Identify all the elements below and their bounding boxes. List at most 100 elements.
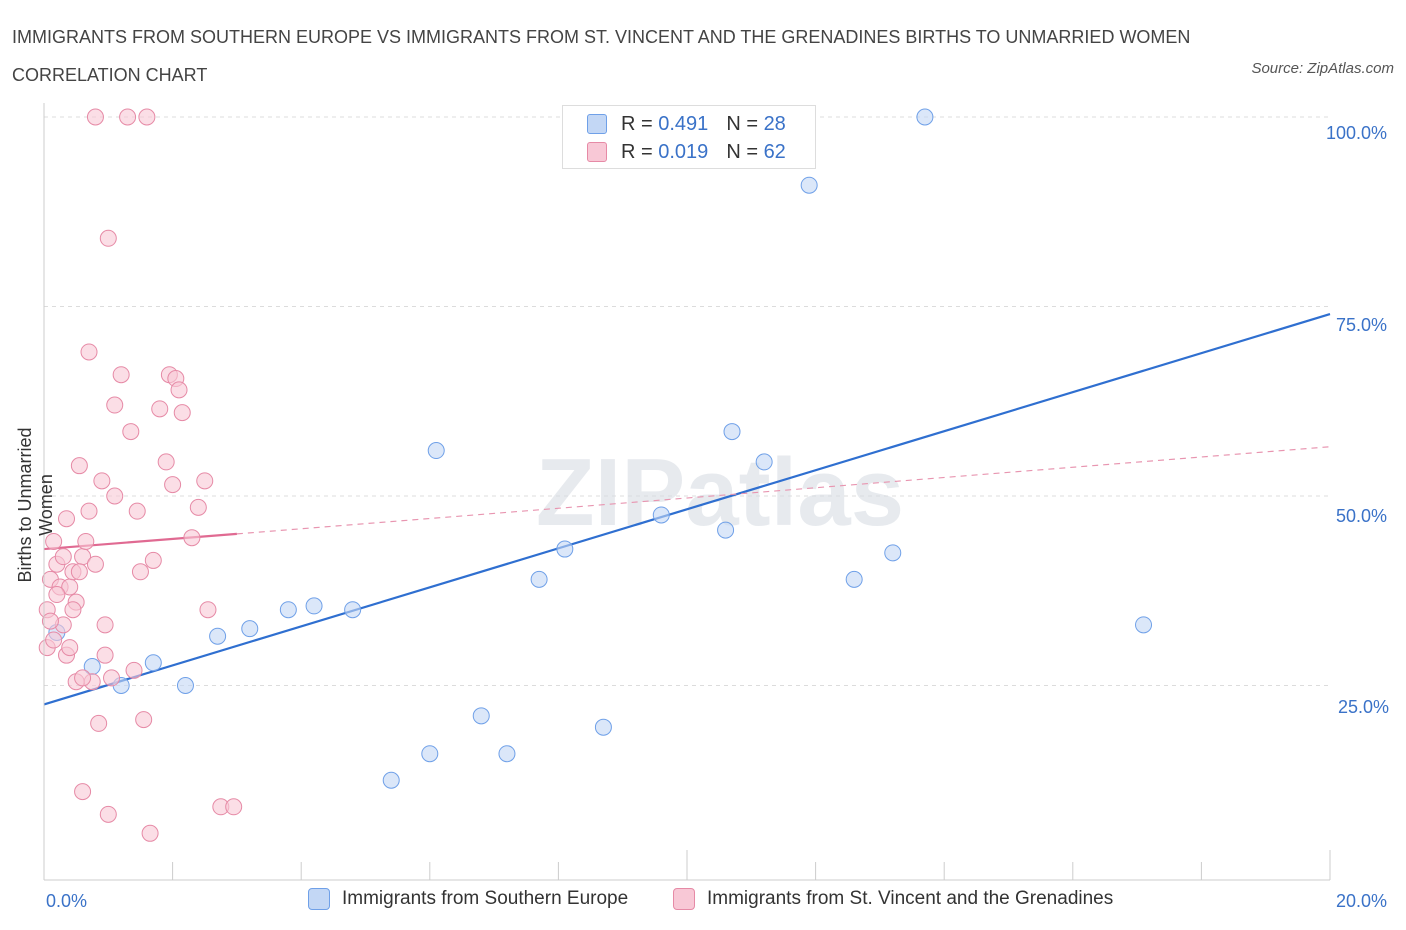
data-point — [382, 771, 400, 789]
data-point — [54, 548, 72, 566]
data-point — [717, 521, 735, 539]
data-point — [144, 551, 162, 569]
data-point — [141, 824, 159, 842]
data-point — [61, 639, 79, 657]
data-point — [176, 677, 194, 694]
legend-n-value: 28 — [763, 112, 786, 135]
data-point — [279, 601, 297, 619]
data-point — [421, 745, 439, 763]
axes-layer — [43, 103, 1331, 881]
series-legend-southern-europe: Immigrants from Southern Europe — [308, 888, 628, 910]
data-point — [173, 404, 191, 422]
stats-legend: R = 0.491 N = 28 R = 0.019 N = 62 — [562, 105, 816, 169]
y-tick-label-25: 25.0% — [1338, 697, 1390, 717]
data-point — [112, 366, 130, 384]
series-swatch-pink — [673, 888, 695, 910]
data-point — [498, 745, 516, 763]
data-point — [80, 502, 98, 520]
data-point — [119, 108, 137, 126]
data-point — [93, 472, 111, 490]
trend-line — [43, 313, 1331, 706]
series-swatch-blue — [308, 888, 330, 910]
data-point — [64, 601, 82, 619]
data-point — [164, 476, 182, 494]
x-tick-label-max: 20.0% — [1336, 891, 1388, 911]
legend-row-st-vincent: R = 0.019 N = 62 — [587, 140, 786, 164]
data-point — [128, 502, 146, 520]
data-point — [183, 529, 201, 547]
data-point — [305, 597, 323, 615]
data-point — [800, 176, 818, 194]
legend-swatch-blue — [587, 114, 607, 134]
grid-layer — [44, 116, 1330, 686]
chart-title: IMMIGRANTS FROM SOUTHERN EUROPE VS IMMIG… — [12, 27, 1191, 85]
data-point — [556, 540, 574, 558]
data-point — [90, 714, 108, 732]
data-point — [723, 423, 741, 441]
data-point — [135, 711, 153, 729]
y-tick-label-75: 75.0% — [1336, 315, 1388, 335]
data-point — [45, 532, 63, 550]
data-point — [131, 563, 149, 581]
legend-n-label: N = — [726, 112, 758, 135]
data-point — [199, 601, 217, 619]
data-point — [209, 627, 227, 645]
data-point — [70, 457, 88, 475]
data-point — [225, 798, 243, 816]
data-point — [241, 620, 259, 638]
x-tick-label-min: 0.0% — [46, 891, 88, 911]
legend-n-value: 62 — [763, 140, 786, 163]
data-point — [594, 718, 612, 736]
y-tick-label-50: 50.0% — [1336, 506, 1388, 526]
data-point — [86, 555, 104, 573]
data-point — [45, 631, 63, 649]
trend-line — [43, 532, 237, 551]
data-point — [58, 510, 76, 528]
y-axis-label: Births to Unmarried Women — [15, 427, 56, 583]
data-point — [99, 229, 117, 247]
data-point — [427, 442, 445, 460]
data-point — [125, 661, 143, 679]
data-point — [74, 783, 92, 801]
data-point — [99, 805, 117, 823]
data-point — [80, 343, 98, 361]
legend-r-value: 0.491 — [658, 112, 709, 135]
legend-swatch-pink — [587, 142, 607, 162]
legend-r-label: R = — [621, 112, 653, 135]
y-tick-label-100: 100.0% — [1326, 123, 1388, 143]
data-point — [1135, 616, 1153, 634]
legend-r-label: R = — [621, 140, 653, 163]
trend-line-extension — [236, 446, 1331, 535]
points-layer — [38, 108, 1153, 842]
data-point — [74, 669, 92, 687]
data-point — [41, 612, 59, 630]
data-point — [70, 563, 88, 581]
data-point — [122, 423, 140, 441]
data-point — [77, 532, 95, 550]
data-point — [96, 646, 114, 664]
data-point — [196, 472, 214, 490]
chart-source: Source: ZipAtlas.com — [1251, 60, 1394, 77]
data-point — [96, 616, 114, 634]
trend-layer — [43, 313, 1331, 706]
data-point — [916, 108, 934, 126]
legend-n-label: N = — [726, 140, 758, 163]
data-point — [106, 396, 124, 414]
data-point — [755, 453, 773, 471]
series-legend: Immigrants from Southern Europe Immigran… — [0, 888, 1406, 918]
data-point — [845, 570, 863, 588]
data-point — [138, 108, 156, 126]
data-point — [103, 669, 121, 687]
series-legend-st-vincent: Immigrants from St. Vincent and the Gren… — [673, 888, 1113, 910]
legend-row-southern-europe: R = 0.491 N = 28 — [587, 112, 786, 136]
data-point — [344, 601, 362, 619]
data-point — [530, 570, 548, 588]
data-point — [151, 400, 169, 418]
data-point — [472, 707, 490, 725]
data-point — [884, 544, 902, 562]
data-point — [652, 506, 670, 524]
legend-r-value: 0.019 — [658, 140, 709, 163]
data-point — [170, 381, 188, 399]
data-point — [106, 487, 124, 505]
